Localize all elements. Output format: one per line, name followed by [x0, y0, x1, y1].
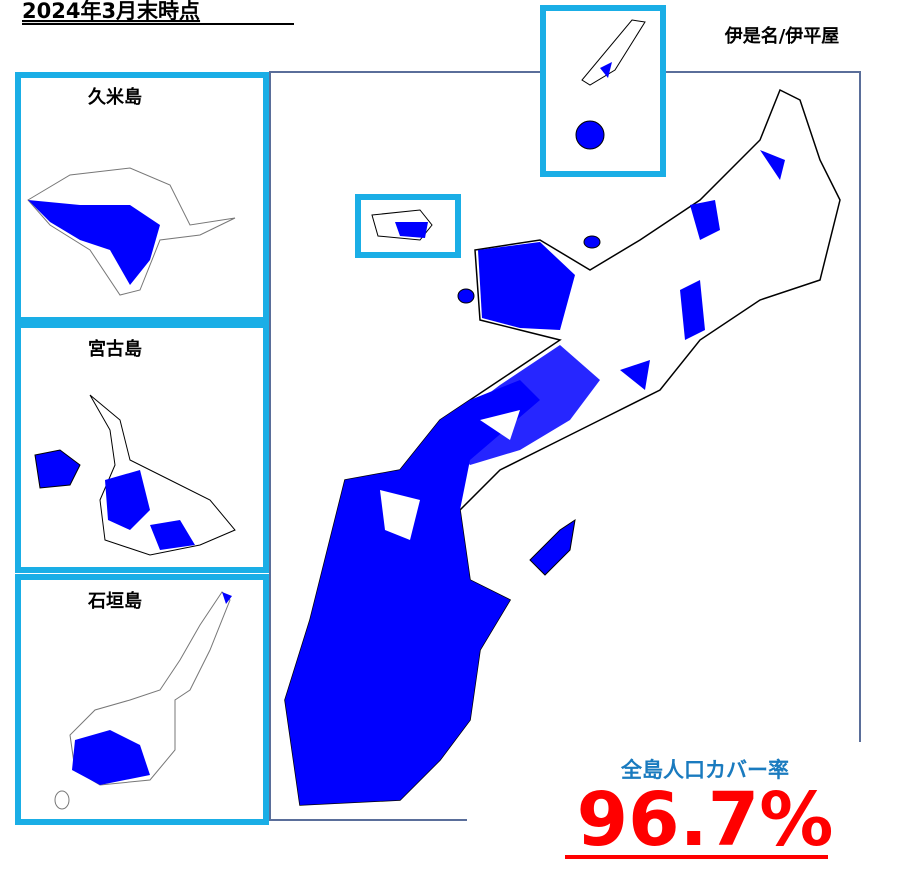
inset-label: 宮古島 [88, 338, 142, 360]
map: 伊是名/伊平屋 久米島 宮古島 石垣島 2024年3月末時点 全島人口カバー率 … [0, 0, 903, 872]
peninsula [530, 520, 575, 575]
page: 伊是名/伊平屋 久米島 宮古島 石垣島 2024年3月末時点 全島人口カバー率 … [0, 0, 903, 872]
inset-label: 石垣島 [87, 590, 142, 612]
inset-frame [543, 8, 663, 174]
inset-label: 伊是名/伊平屋 [724, 25, 840, 47]
islet [584, 236, 600, 248]
inset-label: 久米島 [88, 86, 142, 108]
islet [458, 289, 474, 303]
islet [55, 791, 69, 809]
coverage-value: 96.7% [577, 777, 834, 863]
island [576, 121, 604, 149]
coverage-area [395, 222, 428, 238]
title: 2024年3月末時点 [22, 0, 200, 23]
